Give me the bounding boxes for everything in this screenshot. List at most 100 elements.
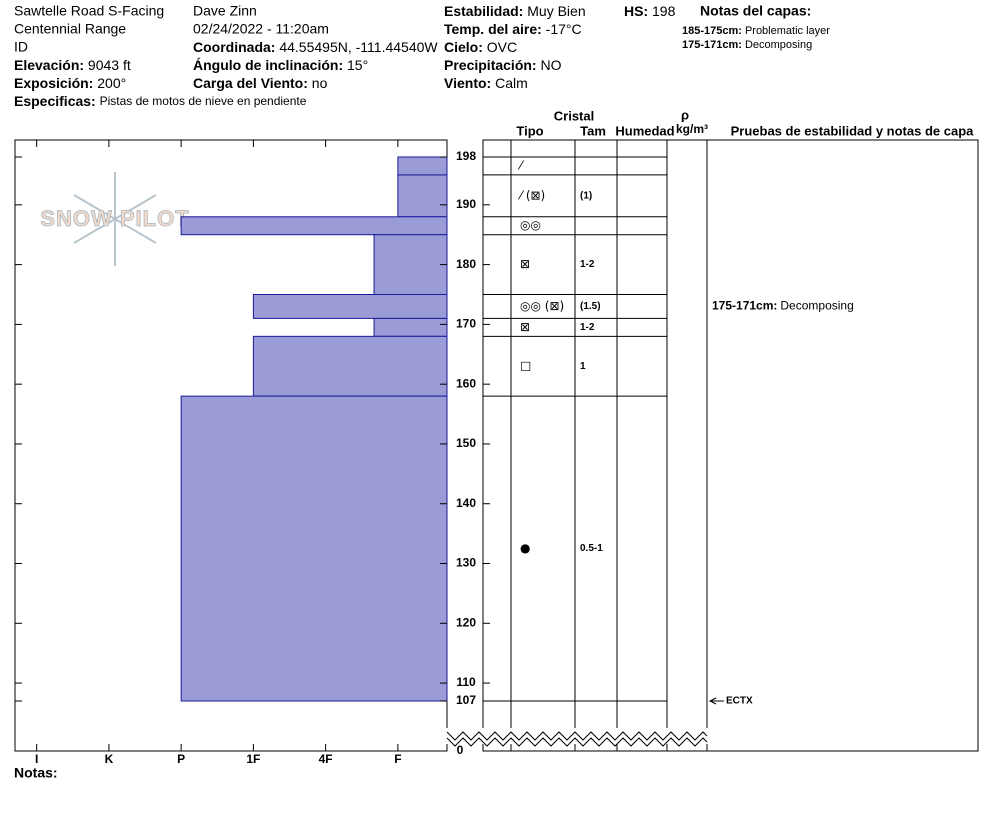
field-label: Elevación: xyxy=(14,57,84,73)
field-label: Exposición: xyxy=(14,75,93,91)
header-text: ID xyxy=(14,39,28,55)
axis-break xyxy=(446,737,708,747)
hardness-bar xyxy=(252,293,448,319)
y-tick-label: 190 xyxy=(456,197,476,211)
header-field: HS: 198 xyxy=(624,3,676,19)
col-header: Tipo xyxy=(516,123,543,138)
header-text: 02/24/2022 - 11:20am xyxy=(193,21,329,37)
header-field: Coordinada: 44.55495N, -111.44540W xyxy=(193,39,438,55)
logo-text: SNOW PILOT xyxy=(40,206,189,231)
note-text: Problematic layer xyxy=(745,25,830,37)
header-field: Temp. del aire: -17°C xyxy=(444,21,582,37)
hardness-bar xyxy=(373,234,448,295)
notes-label: Notas: xyxy=(14,765,58,781)
grain-type: ⁄ (⊠) xyxy=(517,188,545,202)
field-value: 198 xyxy=(652,3,676,19)
grain-type: ● xyxy=(520,541,530,555)
y-tick-label: 140 xyxy=(456,496,476,510)
grain-size: (1) xyxy=(580,190,592,201)
break-gap xyxy=(446,728,708,744)
header-field: Carga del Viento: no xyxy=(193,75,328,91)
field-label: Ángulo de inclinación: xyxy=(193,57,343,73)
field-label: Estabilidad: xyxy=(444,3,523,19)
hardness-bar xyxy=(397,156,448,176)
grain-size: 1-2 xyxy=(580,322,595,333)
header-text: Sawtelle Road S-Facing xyxy=(14,3,164,19)
field-label: Especificas: xyxy=(14,93,96,109)
header-field: Ángulo de inclinación: 15° xyxy=(193,57,368,73)
note-range: 185-175cm: xyxy=(682,25,742,37)
header-text: Centennial Range xyxy=(14,21,126,37)
field-label: HS: xyxy=(624,3,648,19)
grain-type: ◎◎ (⊠) xyxy=(520,299,564,313)
col-header: Pruebas de estabilidad y notas de capa xyxy=(731,123,975,138)
layer-note: 185-175cm: Problematic layer xyxy=(682,25,830,37)
field-value: -17°C xyxy=(546,21,582,37)
field-label: Coordinada: xyxy=(193,39,275,55)
field-value: Calm xyxy=(495,75,528,91)
hardness-bar xyxy=(373,317,448,337)
x-tick-label: K xyxy=(105,752,114,766)
x-tick-label: 1F xyxy=(246,752,260,766)
field-label: Temp. del aire: xyxy=(444,21,542,37)
layer-notes-title: Notas del capas: xyxy=(700,3,811,19)
col-header: ρ xyxy=(681,107,689,122)
field-value: OVC xyxy=(487,39,517,55)
header-field: Especificas: Pistas de motos de nieve en… xyxy=(14,93,307,109)
field-label: Viento: xyxy=(444,75,491,91)
field-label: Precipitación: xyxy=(444,57,537,73)
grain-size: 1 xyxy=(580,361,586,372)
axis-break xyxy=(446,731,708,741)
field-value: Pistas de motos de nieve en pendiente xyxy=(100,94,307,108)
y-tick-label: 160 xyxy=(456,376,476,390)
field-value: Muy Bien xyxy=(527,3,585,19)
x-tick-label: F xyxy=(394,752,401,766)
col-header: kg/m³ xyxy=(676,122,708,136)
hardness-bar xyxy=(180,216,448,236)
header-field: Precipitación: NO xyxy=(444,57,562,73)
field-label: Carga del Viento: xyxy=(193,75,308,91)
table-frame xyxy=(482,139,979,752)
header-text: Dave Zinn xyxy=(193,3,257,19)
note-range: 175-171cm: xyxy=(712,299,777,313)
y-tick-label: 0 xyxy=(457,743,464,757)
field-value: 15° xyxy=(347,57,368,73)
y-tick-label: 170 xyxy=(456,317,476,331)
field-value: 200° xyxy=(97,75,126,91)
hardness-bar xyxy=(397,174,448,218)
col-header: Cristal xyxy=(554,108,594,123)
test-label: ECTX xyxy=(726,696,753,707)
y-tick-label: 198 xyxy=(456,149,476,163)
field-value: no xyxy=(312,75,328,91)
test-arrowhead xyxy=(708,697,717,705)
field-value: NO xyxy=(540,57,561,73)
hardness-bar xyxy=(252,335,448,397)
col-header: Tam xyxy=(580,123,606,138)
grain-type: ⊠ xyxy=(520,257,530,271)
grain-size: 1-2 xyxy=(580,259,595,270)
layer-note: 175-171cm: Decomposing xyxy=(682,39,812,51)
x-tick-label: P xyxy=(177,752,185,766)
note-text: Decomposing xyxy=(745,39,812,51)
grain-type: ⁄ xyxy=(517,158,525,172)
header-field: Estabilidad: Muy Bien xyxy=(444,3,586,19)
field-value: 9043 ft xyxy=(88,57,131,73)
y-tick-label: 107 xyxy=(456,693,476,707)
note-text: Decomposing xyxy=(780,299,853,313)
layer-note: 175-171cm: Decomposing xyxy=(712,299,854,313)
hardness-bar xyxy=(180,395,448,702)
grain-type: ⊠ xyxy=(520,320,530,334)
grain-size: 0.5-1 xyxy=(580,543,603,554)
grain-type: □ xyxy=(520,359,531,373)
x-tick-label: 4F xyxy=(319,752,333,766)
header-field: Viento: Calm xyxy=(444,75,528,91)
field-label: Cielo: xyxy=(444,39,483,55)
x-tick-label: I xyxy=(35,752,38,766)
column-lines xyxy=(510,140,708,751)
y-tick-label: 180 xyxy=(456,257,476,271)
grain-size: (1.5) xyxy=(580,301,601,312)
header-field: Cielo: OVC xyxy=(444,39,517,55)
header-field: Exposición: 200° xyxy=(14,75,126,91)
